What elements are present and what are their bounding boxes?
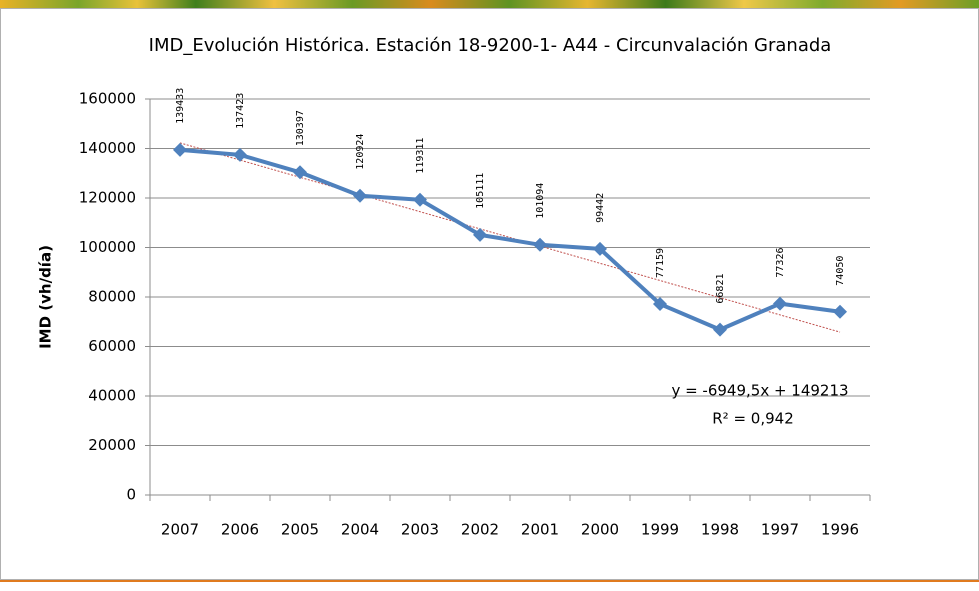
point-marker (353, 189, 367, 203)
y-tick-label: 140000 (79, 139, 136, 157)
point-marker (833, 305, 847, 319)
point-marker (533, 238, 547, 252)
x-tick-label: 2005 (281, 521, 319, 539)
point-marker (773, 297, 787, 311)
y-tick-label: 80000 (88, 288, 136, 306)
data-label: 130397 (295, 110, 306, 146)
x-tick-label: 2004 (341, 521, 379, 539)
x-tick-label: 1996 (821, 521, 859, 539)
data-label: 74050 (835, 256, 846, 286)
data-label: 119311 (415, 138, 426, 174)
data-label: 77326 (775, 248, 786, 278)
data-label: 99442 (595, 193, 606, 223)
data-label: 139433 (175, 88, 186, 124)
point-marker (293, 165, 307, 179)
x-tick-label: 2007 (161, 521, 199, 539)
data-label: 77159 (655, 248, 666, 278)
data-label: 101094 (535, 183, 546, 219)
data-label: 120924 (355, 134, 366, 170)
page: {"chart_data": {"type": "line", "title":… (0, 0, 979, 591)
x-tick-label: 2006 (221, 521, 259, 539)
x-tick-label: 2002 (461, 521, 499, 539)
x-tick-label: 1999 (641, 521, 679, 539)
trend-r2: R² = 0,942 (712, 410, 793, 428)
series-line (180, 150, 840, 330)
x-tick-label: 1998 (701, 521, 739, 539)
chart: IMD_Evolución Histórica. Estación 18-920… (0, 0, 979, 591)
data-label: 137423 (235, 93, 246, 129)
point-marker (233, 148, 247, 162)
chart-title: IMD_Evolución Histórica. Estación 18-920… (149, 35, 832, 56)
x-tick-label: 2003 (401, 521, 439, 539)
x-tick-label: 2000 (581, 521, 619, 539)
x-tick-label: 1997 (761, 521, 799, 539)
y-axis-label: IMD (vh/día) (37, 245, 55, 349)
y-tick-label: 0 (126, 486, 136, 504)
trendline (180, 143, 840, 332)
y-tick-label: 160000 (79, 90, 136, 108)
data-label: 66821 (715, 274, 726, 304)
point-marker (173, 143, 187, 157)
y-tick-label: 20000 (88, 436, 136, 454)
y-tick-label: 60000 (88, 337, 136, 355)
data-label: 105111 (475, 173, 486, 209)
trend-equation: y = -6949,5x + 149213 (671, 382, 848, 400)
y-tick-label: 40000 (88, 387, 136, 405)
y-tick-label: 120000 (79, 189, 136, 207)
y-tick-label: 100000 (79, 238, 136, 256)
x-tick-label: 2001 (521, 521, 559, 539)
point-marker (713, 323, 727, 337)
